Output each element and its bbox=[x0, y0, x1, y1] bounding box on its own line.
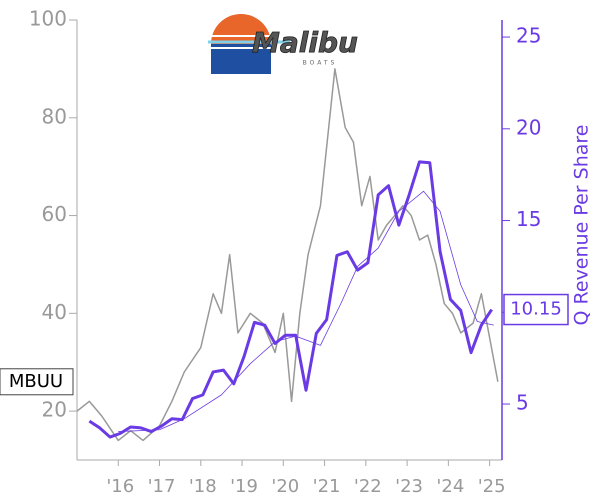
x-tick-label: '18 bbox=[189, 476, 217, 497]
y2-tick-label: 15 bbox=[516, 207, 541, 231]
x-tick-label: '19 bbox=[230, 476, 258, 497]
series-label: MBUU bbox=[9, 371, 63, 392]
x-tick-label: '25 bbox=[478, 476, 506, 497]
logo-subtext: BOATS bbox=[303, 60, 338, 67]
series-line bbox=[88, 160, 493, 439]
y2-tick-label: 25 bbox=[516, 24, 541, 48]
value-box bbox=[503, 293, 569, 326]
x-tick-label: '16 bbox=[106, 476, 134, 497]
x-tick-label: '17 bbox=[148, 476, 176, 497]
logo-text: Malibu bbox=[252, 26, 358, 59]
x-tick-label: '22 bbox=[354, 476, 382, 497]
y-tick-label: 60 bbox=[42, 202, 67, 226]
y-tick-label: 80 bbox=[42, 104, 67, 128]
logo: Malibu BOATS bbox=[208, 14, 358, 74]
y-tick-label: 100 bbox=[29, 7, 67, 31]
y2-tick-label: 20 bbox=[516, 115, 541, 139]
y2-tick-label: 5 bbox=[516, 391, 529, 415]
y-tick-label: 40 bbox=[42, 300, 67, 324]
x-tick-label: '24 bbox=[436, 476, 464, 497]
last-value-label: 10.15 bbox=[510, 299, 562, 320]
label-box bbox=[0, 368, 74, 396]
series-line bbox=[118, 190, 494, 432]
y-tick-label: 20 bbox=[42, 398, 67, 422]
x-tick-label: '23 bbox=[395, 476, 423, 497]
x-tick-label: '21 bbox=[313, 476, 341, 497]
y2-axis-label: Q Revenue Per Share bbox=[571, 125, 593, 326]
series-line bbox=[76, 68, 499, 442]
x-tick-label: '20 bbox=[271, 476, 299, 497]
